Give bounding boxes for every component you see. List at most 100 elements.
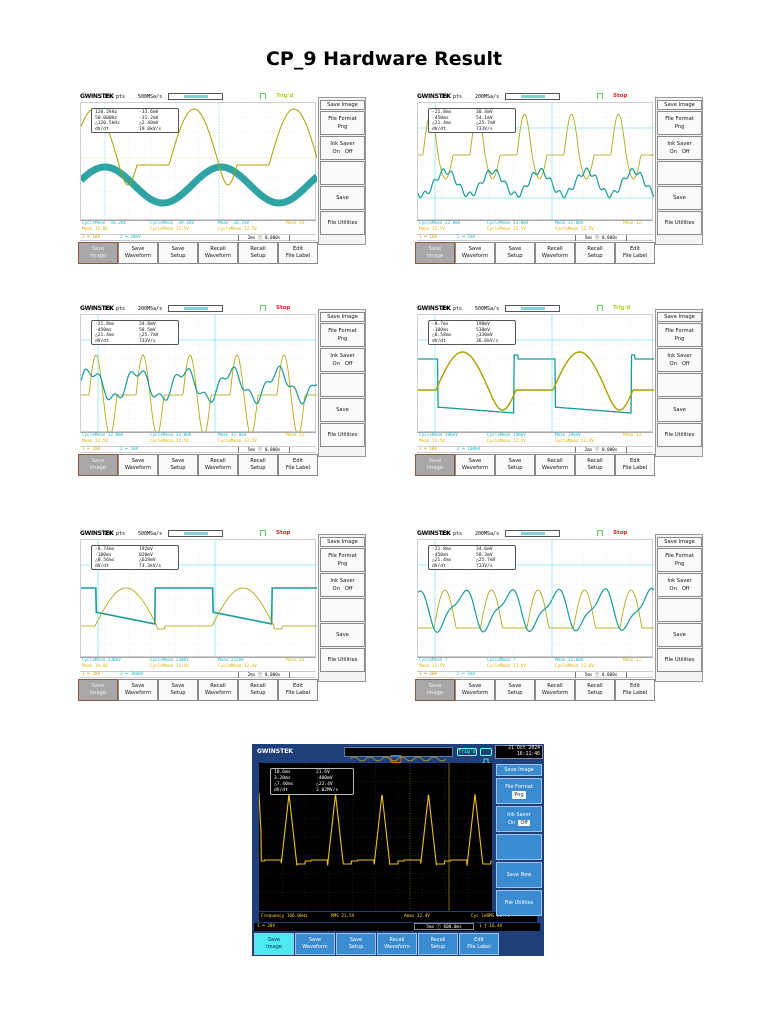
softkey-recall-waveform[interactable]: Recall Waveform [198,454,238,476]
acquisition-status: Trig'd [276,93,294,99]
ink-saver-toggle[interactable]: Ink Saver On Off [657,136,702,160]
file-format-button[interactable]: File Format Png [657,323,702,347]
empty-softkey[interactable] [320,161,365,185]
ink-saver-toggle[interactable]: Ink Saver On Off [657,573,702,597]
softkey-recall-waveform[interactable]: Recall Waveform [198,242,238,264]
trigger-edge-icon [597,93,603,99]
softkey-save-image[interactable]: Save Image [415,454,455,476]
ch2-scale: 2 ═ 5mV [120,447,139,452]
softkey-save-setup[interactable]: Save Setup [158,679,198,701]
file-utilities-button[interactable]: File Utilities [320,423,365,447]
softkey-edit-file-label[interactable]: Edit File Label [278,679,318,701]
save-button[interactable]: Save [657,398,702,422]
file-format-button[interactable]: File Format Png [320,323,365,347]
file-format-button[interactable]: File Format Png [320,548,365,572]
waveform-display: -8.7ms 190mV -100ms 530mV △8.58ms △330mV dV/dt… [417,314,654,433]
empty-softkey[interactable] [496,834,542,860]
softkey-save-setup[interactable]: Save Setup [336,933,376,955]
softkey-edit-file-label[interactable]: Edit File Label [278,242,318,264]
sample-rate: 200MSa/s [138,306,163,312]
file-utilities-button[interactable]: File Utilities [657,211,702,235]
brand-logo: GWINSTEK [257,748,293,755]
empty-softkey[interactable] [657,598,702,622]
file-utilities-button[interactable]: File Utilities [320,648,365,672]
softkey-save-waveform[interactable]: Save Waveform [118,242,158,264]
softkey-edit-file-label[interactable]: Edit File Label [615,242,655,264]
measurement-value: CycleMean -18.2mV [82,221,126,226]
measurement-value: Mean 32.0mV [218,433,247,438]
softkey-recall-setup[interactable]: Recall Setup [575,242,615,264]
softkey-save-image[interactable]: Save Image [78,242,118,264]
save-button[interactable]: Save [657,186,702,210]
softkey-save-waveform[interactable]: Save Waveform [118,679,158,701]
save-button[interactable]: Save [320,186,365,210]
measurement-value: Mean 232mV [218,658,244,663]
file-format-button[interactable]: File Format Png [657,111,702,135]
empty-softkey[interactable] [657,161,702,185]
save-button[interactable]: Save [657,623,702,647]
softkey-save-image[interactable]: Save Image [254,933,294,955]
file-format-button[interactable]: File Format Png [657,548,702,572]
file-utilities-button[interactable]: File Utilities [657,423,702,447]
softkey-edit-file-label[interactable]: Edit File Label [615,679,655,701]
ch2-scale: 2 ═ 20mV [120,235,141,240]
measurement-value: Mean 14.0V [82,664,108,669]
channel-scale-bar: 1 ═ 10V 2 ═ 20mV 2ms ⓣ 0.000s [80,234,316,241]
softkey-save-setup[interactable]: Save Setup [495,242,535,264]
softkey-save-setup[interactable]: Save Setup [158,242,198,264]
softkey-save-setup[interactable]: Save Setup [158,454,198,476]
file-format-button[interactable]: File Format Png [320,111,365,135]
sample-rate: 200MSa/s [475,94,500,100]
file-utilities-button[interactable]: File Utilities [320,211,365,235]
softkey-recall-waveform[interactable]: Recall Waveform [198,679,238,701]
softkey-edit-file-label[interactable]: Edit File Label [278,454,318,476]
cursor-row: dV/dt 73.3kV/s [95,563,162,569]
save-button[interactable]: Save [320,398,365,422]
file-utilities-button[interactable]: File Utilities [657,648,702,672]
ink-saver-toggle[interactable]: Ink Saver On Off [320,136,365,160]
measurement-bar: CycleMean -18.2mV CycleMean -19.2mV Mean -… [80,220,316,234]
file-format-button[interactable]: File Format Png [496,778,542,804]
softkey-recall-setup[interactable]: Recall Setup [575,454,615,476]
save-now-button[interactable]: Save Now [496,862,542,888]
softkey-save-waveform[interactable]: Save Waveform [455,454,495,476]
ink-saver-toggle[interactable]: Ink Saver On Off [320,573,365,597]
softkey-recall-waveform[interactable]: Recall Waveform [377,933,417,955]
softkey-recall-setup[interactable]: Recall Setup [418,933,458,955]
softkey-edit-file-label[interactable]: Edit File Label [459,933,499,955]
softkey-recall-waveform[interactable]: Recall Waveform [535,679,575,701]
softkey-save-image[interactable]: Save Image [78,679,118,701]
softkey-recall-waveform[interactable]: Recall Waveform [535,242,575,264]
scope-header: GWINSTEK 10k pts 200MSa/s Stop [417,92,653,102]
channel-scale-bar: 1 ═ 20V 2 ═ 200mV 2ms ⓣ 0.000s [80,671,316,678]
save-button[interactable]: Save [320,623,365,647]
softkey-edit-file-label[interactable]: Edit File Label [615,454,655,476]
empty-softkey[interactable] [320,598,365,622]
softkey-save-setup[interactable]: Save Setup [495,679,535,701]
softkey-save-waveform[interactable]: Save Waveform [118,454,158,476]
ink-saver-toggle[interactable]: Ink Saver On Off [496,806,542,832]
softkey-save-image[interactable]: Save Image [415,242,455,264]
cursor-row: -8.74ms 192mV [95,547,153,552]
cursor-row: dV/dt 36.6kV/s [432,338,499,344]
trigger-level: 1 ƒ 16.4V [479,924,503,929]
softkey-recall-setup[interactable]: Recall Setup [238,242,278,264]
softkey-save-waveform[interactable]: Save Waveform [455,242,495,264]
ink-saver-toggle[interactable]: Ink Saver On Off [657,348,702,372]
softkey-save-waveform[interactable]: Save Waveform [455,679,495,701]
ink-saver-toggle[interactable]: Ink Saver On Off [320,348,365,372]
softkey-recall-waveform[interactable]: Recall Waveform [535,454,575,476]
empty-softkey[interactable] [657,373,702,397]
softkey-save-image[interactable]: Save Image [415,679,455,701]
empty-softkey[interactable] [320,373,365,397]
measurement-value: CycleMean 32.8mV [82,433,124,438]
file-utilities-button[interactable]: File Utilities [496,890,542,916]
softkey-save-image[interactable]: Save Image [78,454,118,476]
softkey-recall-setup[interactable]: Recall Setup [238,679,278,701]
softkey-save-setup[interactable]: Save Setup [495,454,535,476]
softkey-recall-setup[interactable]: Recall Setup [575,679,615,701]
bottom-softkeys: Save Image Save Waveform Save Setup Recall Wave… [78,454,318,476]
softkey-recall-setup[interactable]: Recall Setup [238,454,278,476]
timebase: 5ms ⓣ 600.0ms [414,923,474,930]
softkey-save-waveform[interactable]: Save Waveform [295,933,335,955]
